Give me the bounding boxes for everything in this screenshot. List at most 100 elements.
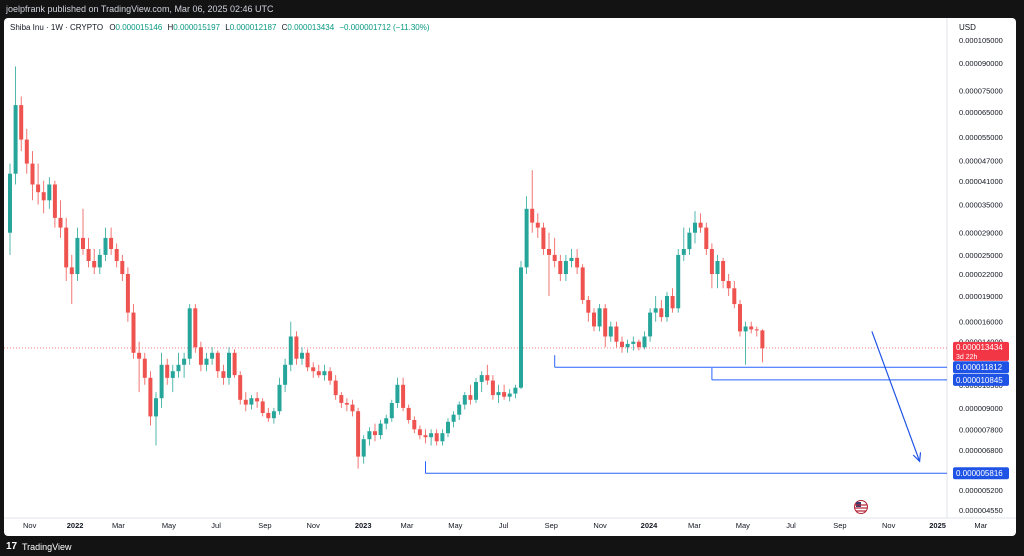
candle-body [47,184,52,201]
legend-open-value: 0.000015146 [116,23,163,32]
time-tick-label: Jul [786,521,796,530]
price-tick-label: 0.000019000 [959,292,1003,301]
candle-body [474,382,478,400]
candle-body [64,227,69,268]
candle-body [541,227,546,249]
time-tick-label: Sep [545,521,558,530]
price-tick-label: 0.000005200 [959,486,1003,495]
candle-body [721,261,726,281]
candle-body [631,341,636,344]
candle-body [558,261,563,274]
candle-body [120,261,125,274]
price-tick-label: 0.000047000 [959,156,1003,165]
candle-body [698,222,703,228]
candle-body [356,411,361,457]
candle-body [69,267,74,275]
level-badge [953,361,1009,374]
time-tick-label: 2024 [641,521,659,530]
current-price-value: 0.000013434 [956,343,1003,352]
candlestick-chart[interactable]: Shiba Inu · 1W · CRYPTO O0.000015146 H0.… [4,18,1016,536]
current-price-countdown: 3d 22h [956,354,978,361]
events-flag[interactable] [854,500,868,514]
candle-body [232,352,237,376]
candle-body [496,392,501,396]
time-tick-label: Nov [593,521,607,530]
candle-body [479,375,484,382]
candle-body [92,261,97,268]
price-tick-label: 0.000035000 [959,201,1003,210]
candle-body [249,398,254,405]
price-tick-label: 0.000025000 [959,251,1003,260]
candle-body [294,336,299,359]
legend-close-label: C [282,23,288,32]
candle-body [563,261,568,274]
time-tick-label: May [448,521,462,530]
candle-body [468,395,473,400]
price-tick-label: 0.000105000 [959,36,1003,45]
candle-body [131,312,136,353]
candle-body [608,326,613,337]
candle-body [681,249,686,255]
candle-body [457,404,462,415]
projection-arrow-head[interactable] [912,452,922,463]
time-tick-label: 2022 [67,521,84,530]
candle-body [597,308,602,327]
candle-body [462,395,467,405]
currency-label: USD [959,23,976,32]
time-tick-label: 2023 [355,521,372,530]
projection-arrow-line[interactable] [871,331,921,462]
candle-body [417,429,422,436]
time-tick-label: Mar [112,521,125,530]
price-axis[interactable]: 0.000105000 0.000090000 0.000075000 0.00006… [959,36,1003,515]
price-tick-label: 0.000041000 [959,177,1003,186]
level-badge [953,373,1009,386]
candle-body [283,364,288,385]
legend-close-value: 0.000013434 [287,23,334,32]
candle-body [389,403,394,419]
candle-body [148,377,153,417]
candle-body [530,208,535,223]
candle-body [715,261,720,274]
time-tick-label: Sep [258,521,271,530]
candle-body [227,352,231,378]
candle-body [502,392,507,397]
projection-arrow[interactable] [871,331,922,463]
candle-body [154,398,158,417]
candle-body [726,281,731,289]
candle-body [592,312,596,327]
time-axis[interactable]: Nov 2022 Mar May Jul Sep Nov 2023 Mar May Jul Sep No… [23,521,1016,530]
candle-body [24,139,29,164]
candle-body [142,358,147,378]
time-tick-label: Nov [23,521,37,530]
candle-body [653,308,658,313]
candle-body [507,393,512,397]
candle-body [8,173,12,233]
candle-body [732,288,737,305]
price-tick-label: 0.000022000 [959,270,1003,279]
candle-body [114,249,119,261]
candle-body [271,411,276,419]
chart-panel[interactable]: Shiba Inu · 1W · CRYPTO O0.000015146 H0.… [4,18,1016,536]
candle-body [221,371,226,378]
candle-body [311,367,316,372]
price-tick-label: 0.000065000 [959,108,1003,117]
candle-body [693,222,697,233]
price-tick-label: 0.000055000 [959,133,1003,142]
time-tick-label: 2025 [929,521,946,530]
candle-body [75,237,80,274]
candles-group [8,66,765,469]
candle-body [125,274,130,313]
candle-body [485,375,490,381]
legend-open-label: O [109,23,115,32]
level-badge [953,467,1009,480]
candle-body [58,217,63,228]
candle-body [176,364,181,372]
level-value: 0.000010845 [956,376,1003,385]
support-levels[interactable]: 0.000011812 0.000010845 0.000005816 [425,355,1010,480]
candle-body [636,341,641,348]
price-tick-label: 0.000090000 [959,59,1003,68]
candle-body [86,249,91,261]
candle-body [266,412,271,419]
candle-body [535,222,540,228]
